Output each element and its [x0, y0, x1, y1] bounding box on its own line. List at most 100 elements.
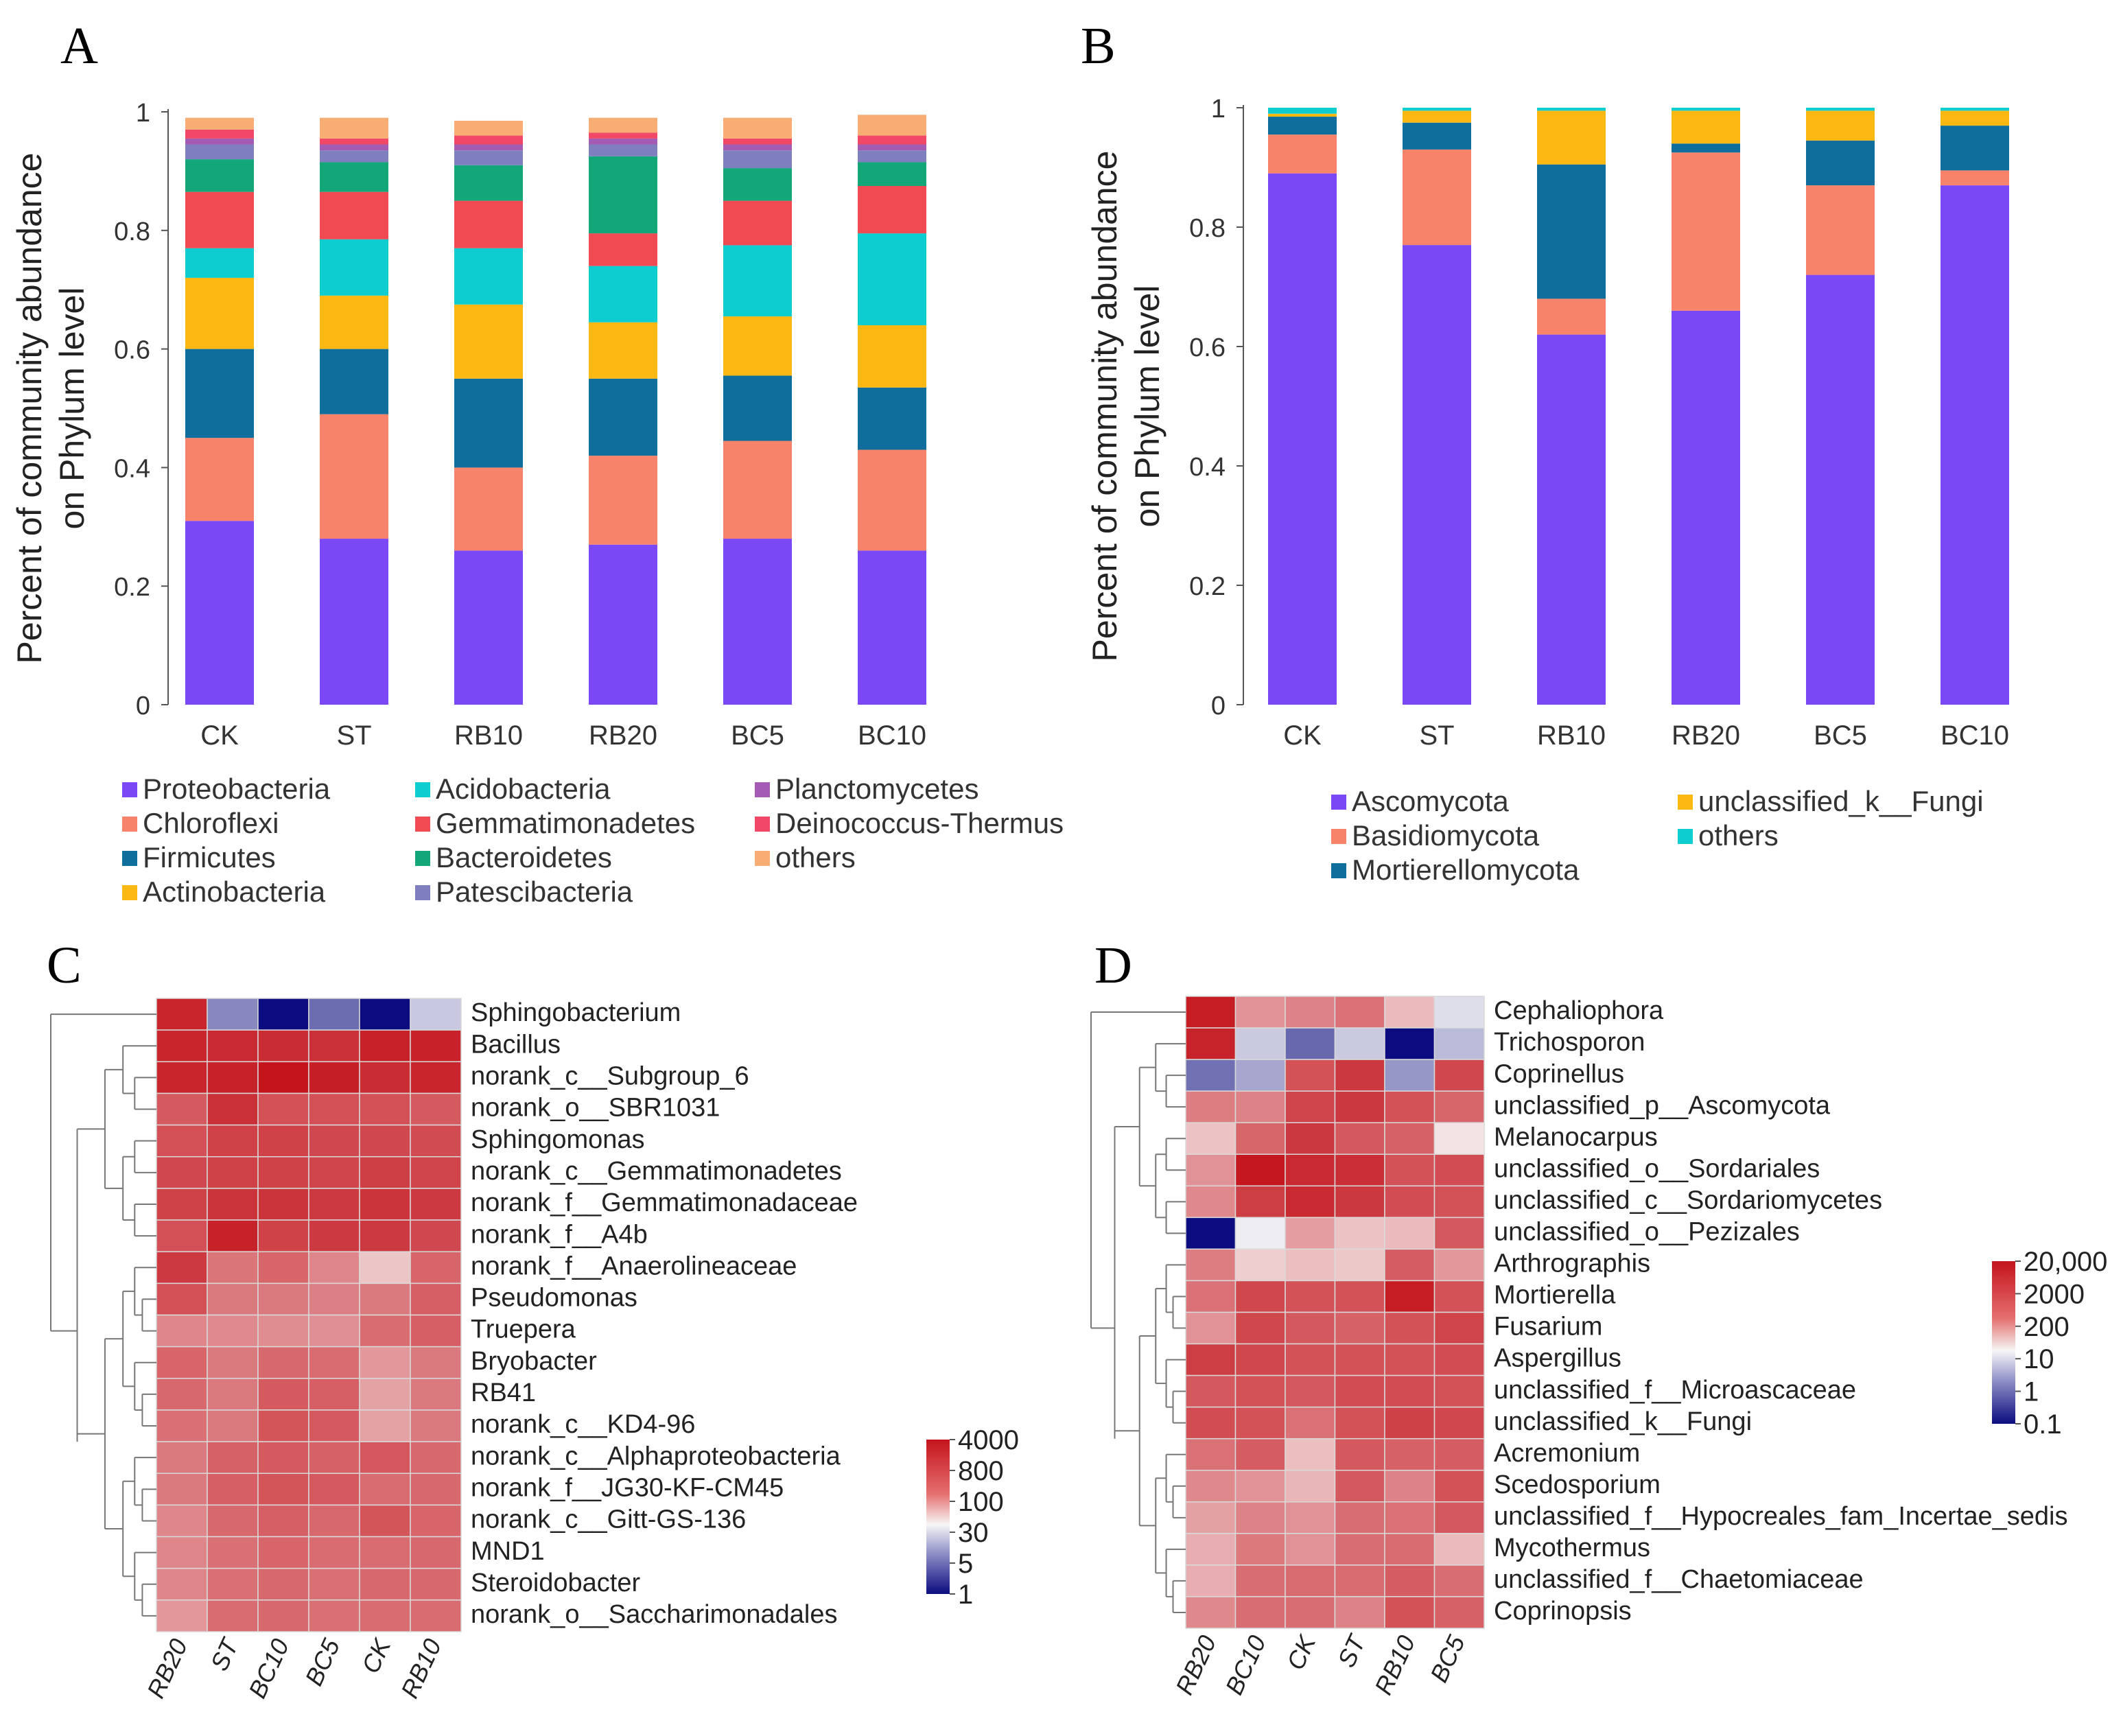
bar-segment [1403, 122, 1471, 150]
heatmap-cell [207, 1536, 259, 1569]
heatmap-cell [359, 1092, 411, 1126]
heatmap-row-label: norank_f__A4b [471, 1220, 648, 1249]
heatmap-row-label: Steroidobacter [471, 1569, 640, 1597]
bar-segment [185, 438, 254, 521]
bar-segment [1672, 152, 1740, 311]
bar-segment [1941, 185, 2009, 705]
bar-segment [1941, 108, 2009, 111]
heatmap-cell [1384, 1564, 1435, 1597]
heatmap-cell [207, 1504, 259, 1538]
heatmap-cell [1234, 1059, 1286, 1092]
bar-segment [1268, 108, 1337, 114]
colorbar-label: 5 [958, 1549, 973, 1579]
bar-segment [1806, 274, 1875, 705]
heatmap-cell [1334, 1564, 1385, 1597]
heatmap-cell [156, 1346, 208, 1379]
bar-segment [858, 150, 926, 163]
y-axis-label-line: on Phylum level [1128, 285, 1167, 528]
heatmap-cell [1334, 1311, 1385, 1345]
heatmap-cell [1384, 1596, 1435, 1629]
bar-segment [1537, 334, 1606, 705]
bar-segment [1268, 113, 1337, 117]
heatmap-cell [1384, 1438, 1435, 1471]
heatmap-row-label: Coprinopsis [1494, 1597, 1632, 1626]
legend-swatch [755, 782, 770, 797]
heatmap-cell [1285, 1153, 1336, 1187]
heatmap-row-label: unclassified_f__Microascaceae [1494, 1376, 1856, 1405]
x-tick-label: RB10 [1537, 720, 1606, 751]
legend-swatch [1331, 829, 1346, 844]
legend-label: others [1698, 819, 1779, 852]
legend-swatch [415, 817, 430, 832]
heatmap-row-label: Scedosporium [1494, 1470, 1661, 1499]
heatmap-cell [308, 998, 360, 1031]
heatmap-cell [1234, 1153, 1286, 1187]
heatmap-cell [257, 1188, 309, 1221]
x-tick-label: BC10 [858, 720, 926, 751]
y-tick-label: 1 [1211, 95, 1226, 124]
legend-label: Actinobacteria [143, 876, 326, 908]
heatmap-cell [156, 1219, 208, 1252]
bar-segment [1403, 110, 1471, 123]
heatmap-cell [1185, 1596, 1236, 1629]
heatmap-row-label: Mycothermus [1494, 1534, 1650, 1562]
legend-label: Basidiomycota [1352, 819, 1540, 852]
heatmap-row-label: unclassified_c__Sordariomycetes [1494, 1186, 1882, 1215]
heatmap-cell [410, 1219, 462, 1252]
heatmap-cell [410, 1473, 462, 1506]
heatmap-row-label: norank_c__Gemmatimonadetes [471, 1157, 842, 1186]
heatmap-cell [1185, 1122, 1236, 1155]
heatmap-row-label: unclassified_o__Pezizales [1494, 1218, 1800, 1247]
heatmap-cell [1334, 1470, 1385, 1503]
legend-label: Bacteroidetes [436, 841, 612, 873]
x-tick-label: CK [1283, 720, 1322, 751]
bar-segment [589, 322, 657, 379]
heatmap-cell [156, 1251, 208, 1285]
heatmap-cell [1433, 996, 1485, 1029]
bar-segment [185, 144, 254, 160]
heatmap-cell [1285, 1059, 1336, 1092]
heatmap-row-label: Bryobacter [471, 1347, 597, 1376]
bar-segment [320, 117, 388, 139]
colorbar-label: 1 [2024, 1377, 2039, 1407]
bar-segment [454, 248, 523, 305]
heatmap-cell [156, 1504, 208, 1538]
bar-segment [185, 117, 254, 130]
bar-segment [1806, 110, 1875, 141]
bar-segment [723, 150, 792, 169]
heatmap-cell [207, 1124, 259, 1158]
legend-swatch [755, 851, 770, 866]
bar-segment [723, 168, 792, 201]
heatmap-cell [1334, 1533, 1385, 1566]
heatmap-cell [1384, 1470, 1435, 1503]
x-tick-label: RB20 [1672, 720, 1740, 751]
heatmap-cell [1234, 1280, 1286, 1313]
heatmap-cell [308, 1282, 360, 1316]
heatmap-cell [359, 1409, 411, 1442]
legend-swatch [1678, 795, 1693, 810]
heatmap-row-label: unclassified_f__Chaetomiaceae [1494, 1565, 1864, 1594]
heatmap-cell [1433, 1090, 1485, 1123]
heatmap-cell [410, 1567, 462, 1601]
heatmap-cell [1433, 1501, 1485, 1534]
heatmap-row-label: norank_c__Alphaproteobacteria [471, 1442, 841, 1470]
heatmap-cell [410, 1378, 462, 1411]
heatmap-cell [1234, 1501, 1286, 1534]
legend-swatch [122, 817, 137, 832]
heatmap-cell [257, 1536, 309, 1569]
heatmap-cell [1285, 1217, 1336, 1250]
bar-segment [723, 138, 792, 145]
colorbar-label: 100 [958, 1487, 1004, 1517]
bar-segment [858, 550, 926, 705]
bar-segment [1537, 110, 1606, 165]
bar-segment [589, 117, 657, 133]
heatmap-cell [207, 1473, 259, 1506]
bar-segment [858, 144, 926, 151]
heatmap-cell [410, 1124, 462, 1158]
legend-swatch [755, 817, 770, 832]
heatmap-cell [1285, 1501, 1336, 1534]
heatmap-cell [156, 1092, 208, 1126]
bar-segment [1672, 108, 1740, 111]
heatmap-cell [308, 1251, 360, 1285]
heatmap-row-label: norank_o__SBR1031 [471, 1094, 720, 1123]
